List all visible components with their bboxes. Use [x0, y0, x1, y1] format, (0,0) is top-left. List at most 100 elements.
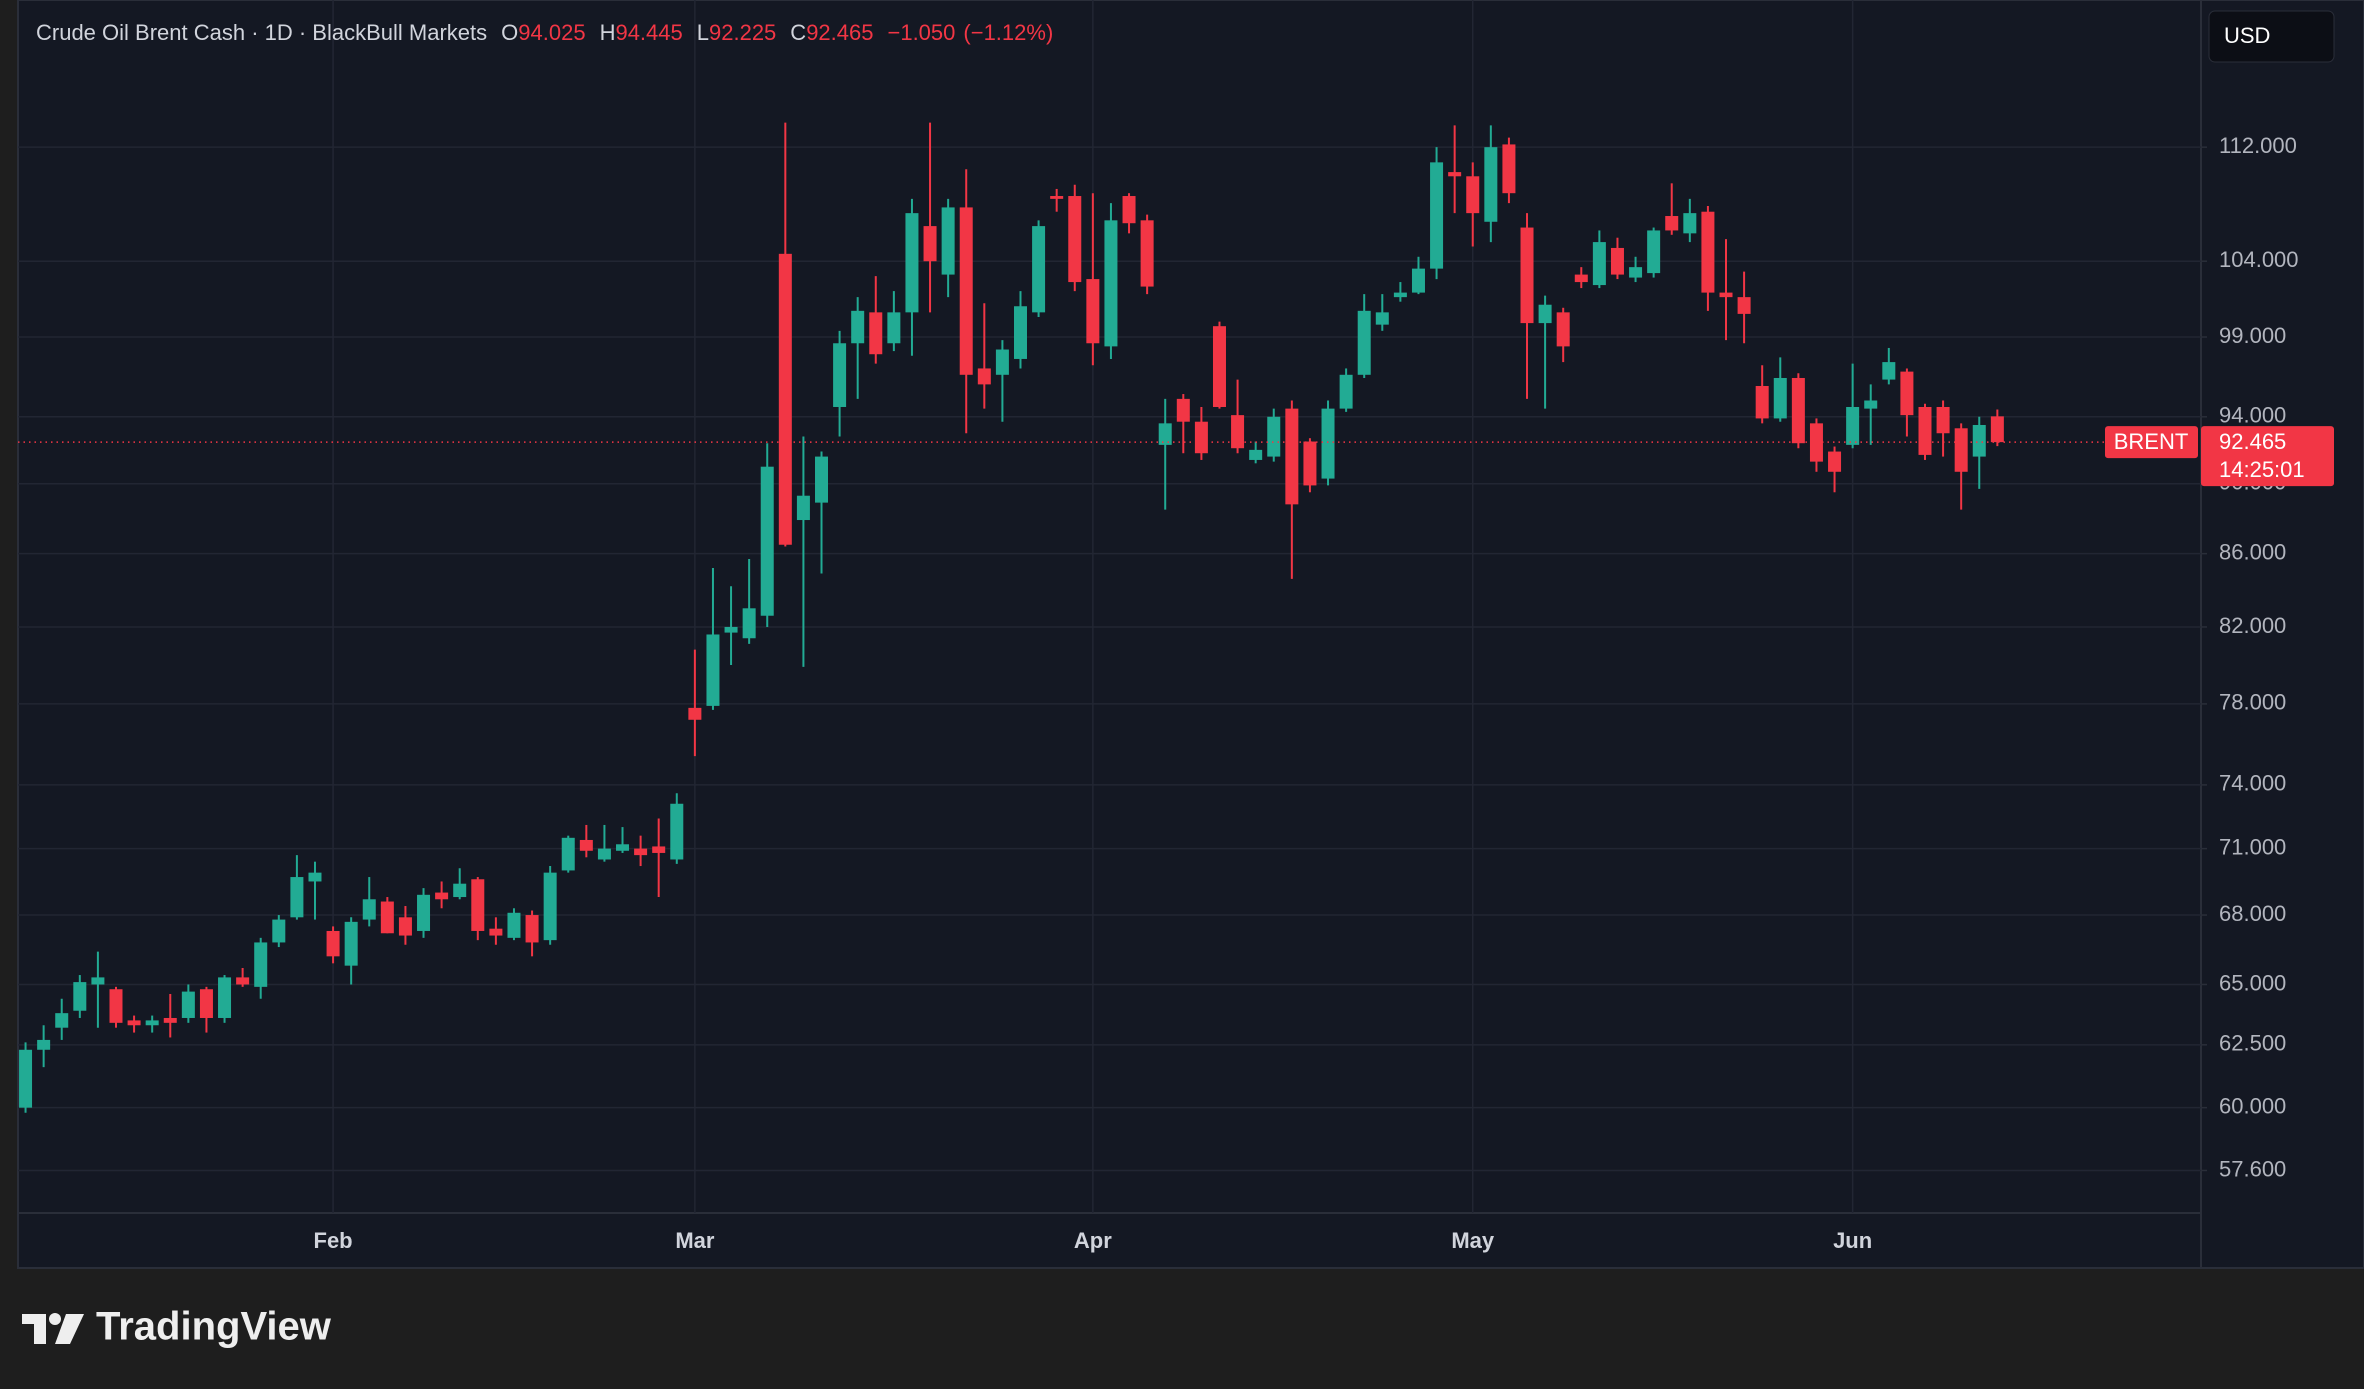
candle-body	[417, 894, 431, 931]
candle-body	[1212, 326, 1226, 407]
candle-body	[1321, 408, 1335, 479]
chart-header: Crude Oil Brent Cash · 1D · BlackBull Ma…	[36, 20, 1053, 45]
candle-body	[145, 1020, 159, 1026]
candles	[19, 122, 2004, 1113]
candle-body	[1466, 176, 1480, 214]
y-tick-label: 94.000	[2219, 403, 2286, 428]
candle-body	[1140, 220, 1154, 287]
candle-body	[977, 368, 991, 385]
candle-body	[290, 877, 304, 918]
candle-body	[1683, 213, 1697, 234]
candle-body	[1158, 423, 1172, 445]
x-tick-label: Jun	[1833, 1228, 1872, 1253]
candle-body	[91, 977, 105, 985]
candle-body	[1900, 371, 1914, 416]
y-tick-label: 86.000	[2219, 539, 2286, 564]
ohlc-value: 94.445	[615, 20, 682, 45]
candle-body	[1936, 406, 1950, 434]
candle-body	[634, 848, 648, 856]
candle-body	[543, 872, 557, 941]
candle-body	[1574, 274, 1588, 283]
candle-body	[398, 917, 412, 936]
candle-body	[55, 1013, 69, 1028]
symbol-tag-box	[2105, 426, 2198, 459]
symbol-title: Crude Oil Brent Cash · 1D · BlackBull Ma…	[36, 20, 487, 45]
candle-body	[1249, 449, 1263, 460]
x-tick-label: May	[1451, 1228, 1495, 1253]
x-tick-label: Apr	[1074, 1228, 1112, 1253]
currency-label[interactable]: USD	[2224, 23, 2270, 48]
candle-body	[1050, 196, 1064, 199]
y-tick-label: 68.000	[2219, 901, 2286, 926]
candle-body	[796, 495, 810, 521]
candle-body	[73, 982, 87, 1011]
y-tick-label: 57.600	[2219, 1156, 2286, 1181]
candle-body	[1647, 230, 1661, 274]
candle-body	[507, 912, 521, 938]
candle-body	[1267, 416, 1281, 457]
candle-body	[1484, 147, 1498, 222]
candle-body	[236, 977, 250, 985]
candle-body	[851, 310, 865, 344]
y-tick-label: 71.000	[2219, 834, 2286, 859]
candle-body	[778, 253, 792, 545]
chart-panel	[17, 0, 2364, 1269]
countdown-label: 14:25:01	[2219, 457, 2305, 482]
logo-wedge	[55, 1314, 84, 1344]
candle-body	[1701, 211, 1715, 293]
candle-body	[1918, 406, 1932, 455]
y-tick-label: 62.500	[2219, 1031, 2286, 1056]
y-tick-label: 82.000	[2219, 613, 2286, 638]
x-tick-label: Mar	[675, 1228, 715, 1253]
candle-body	[1990, 416, 2004, 443]
logo-text: TradingView	[96, 1305, 332, 1349]
candle-body	[1430, 162, 1444, 269]
candle-body	[1013, 306, 1027, 359]
candle-body	[579, 839, 593, 851]
candle-body	[1032, 226, 1046, 313]
candle-body	[109, 989, 123, 1023]
candle-body	[1864, 400, 1878, 409]
candle-body	[760, 466, 774, 616]
candle-body	[199, 989, 213, 1018]
candle-body	[959, 207, 973, 375]
candle-body	[724, 626, 738, 633]
currency-button[interactable]	[2208, 10, 2335, 63]
candle-body	[19, 1049, 33, 1108]
candle-body	[254, 942, 268, 987]
candle-body	[815, 456, 829, 503]
candle-body	[308, 872, 322, 882]
candle-body	[688, 707, 702, 720]
candle-body	[887, 312, 901, 344]
symbol-tag: BRENT	[2114, 429, 2189, 454]
candle-body	[1592, 242, 1606, 286]
candle-body	[995, 349, 1009, 375]
grid: 57.600 60.000 62.500 65.000 68.000 71.000 74.0…	[18, 0, 2299, 1253]
logo-dot	[49, 1313, 61, 1325]
candle-body	[1809, 423, 1823, 462]
candle-body	[652, 846, 666, 853]
candle-body	[272, 919, 286, 943]
candle-body	[1846, 406, 1860, 445]
candle-body	[1610, 247, 1624, 275]
candle-body	[453, 883, 467, 898]
candle-body	[362, 899, 376, 920]
candle-body	[1629, 267, 1643, 278]
last-price-box	[2201, 426, 2334, 487]
candle-body	[326, 930, 340, 957]
candle-body	[1773, 377, 1787, 419]
candle-body	[380, 901, 394, 934]
ohlc-value: 94.025	[518, 20, 585, 45]
candle-body	[1791, 377, 1805, 444]
candle-body	[471, 879, 485, 931]
y-tick-label: 99.000	[2219, 323, 2286, 348]
change-percent: (−1.12%)	[963, 20, 1053, 45]
candle-body	[489, 928, 503, 936]
candle-body	[1357, 310, 1371, 375]
y-tick-label: 65.000	[2219, 970, 2286, 995]
y-tick-label: 112.000	[2219, 133, 2297, 158]
change-value: −1.050	[887, 20, 955, 45]
candle-body	[1737, 297, 1751, 314]
candle-body	[1665, 216, 1679, 231]
